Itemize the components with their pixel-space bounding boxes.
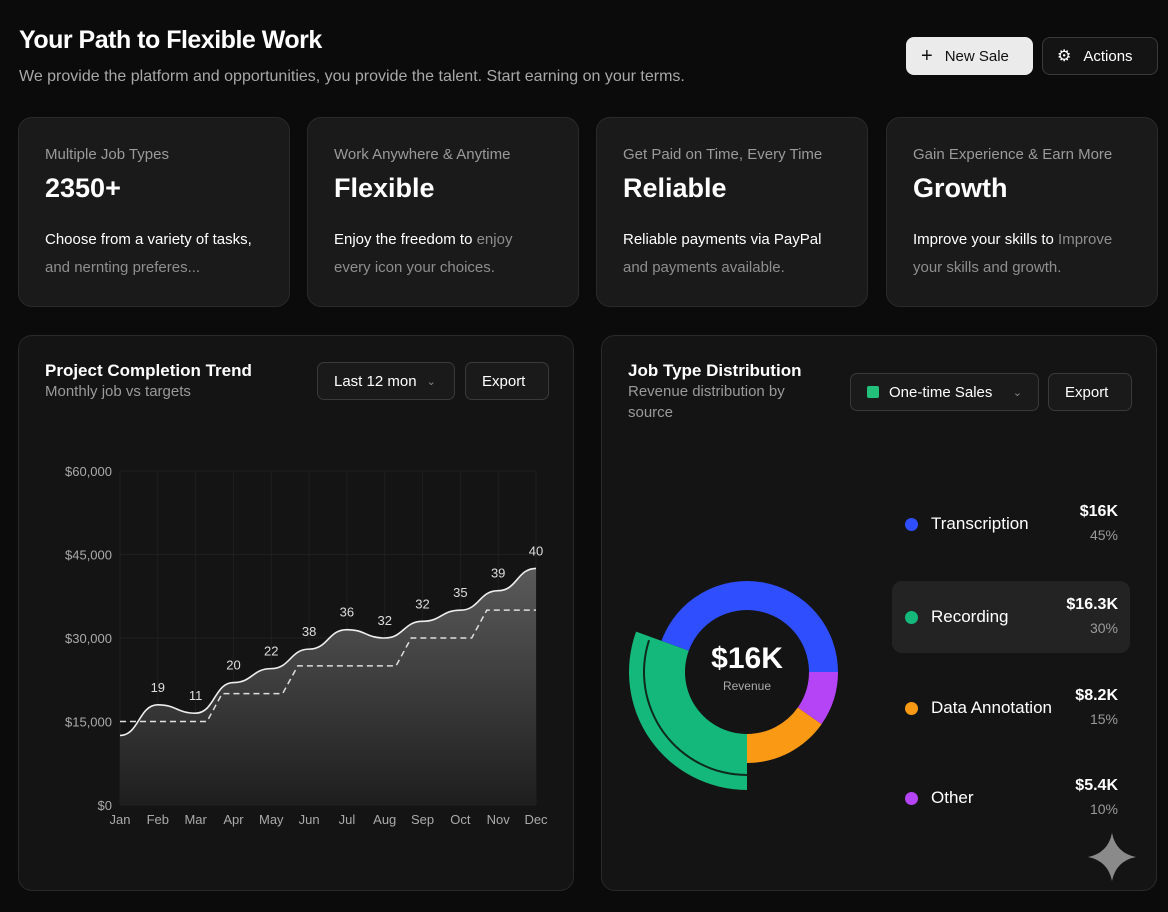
filter-color-swatch bbox=[867, 386, 879, 398]
sales-filter-dropdown[interactable]: One-time Sales ⌄ bbox=[850, 373, 1039, 411]
trend-subtitle: Monthly job vs targets bbox=[45, 383, 191, 400]
legend-name: Recording bbox=[931, 607, 1009, 626]
card-value: Growth bbox=[913, 173, 1008, 203]
feature-card: Get Paid on Time, Every Time Reliable Re… bbox=[596, 117, 868, 307]
legend-item[interactable]: Other $5.4K 10% bbox=[892, 762, 1130, 834]
donut-slice-other bbox=[797, 672, 838, 725]
desc-muted: enjoy every icon your choices. bbox=[334, 231, 513, 276]
desc-muted: and nernting preferes... bbox=[45, 259, 201, 276]
new-sale-button[interactable]: + New Sale bbox=[906, 37, 1033, 75]
donut-slice-transcription bbox=[661, 581, 838, 672]
desc-strong: Reliable payments via PayPal bbox=[623, 231, 822, 248]
actions-button[interactable]: ⚙ Actions bbox=[1042, 37, 1158, 75]
donut-slice-data-annotation bbox=[747, 707, 822, 763]
donut-chart: $16K Revenue bbox=[629, 581, 838, 790]
filter-label: One-time Sales bbox=[889, 383, 993, 401]
legend-name: Data Annotation bbox=[931, 698, 1052, 717]
distribution-title: Job Type Distribution bbox=[628, 361, 802, 380]
sparkle-icon bbox=[1088, 833, 1136, 881]
legend-value: $16K bbox=[1079, 503, 1118, 520]
legend-dot bbox=[905, 792, 918, 805]
legend-name: Transcription bbox=[931, 514, 1029, 533]
chevron-down-icon: ⌄ bbox=[1012, 386, 1022, 399]
desc-muted: Improve your skills and growth. bbox=[913, 231, 1113, 276]
legend-item[interactable]: Data Annotation $8.2K 15% bbox=[892, 672, 1130, 744]
legend-name: Other bbox=[931, 788, 974, 807]
card-description: Reliable payments via PayPal and payment… bbox=[623, 226, 841, 282]
legend-dot bbox=[905, 518, 918, 531]
legend-percent: 45% bbox=[1089, 527, 1118, 543]
donut-center-value: $16K bbox=[711, 642, 783, 675]
range-label: Last 12 mon bbox=[334, 372, 417, 390]
card-label: Multiple Job Types bbox=[45, 146, 169, 163]
donut-center-label: Revenue bbox=[723, 679, 771, 693]
legend-value: $5.4K bbox=[1075, 777, 1118, 794]
page-title: Your Path to Flexible Work bbox=[19, 26, 322, 54]
legend-dot bbox=[905, 702, 918, 715]
page-subtitle: We provide the platform and opportunitie… bbox=[19, 68, 685, 85]
trend-title: Project Completion Trend bbox=[45, 361, 252, 380]
donut-slice-recording bbox=[629, 631, 747, 790]
card-label: Get Paid on Time, Every Time bbox=[623, 146, 823, 163]
card-description: Enjoy the freedom to enjoy every icon yo… bbox=[334, 226, 552, 282]
legend-percent: 30% bbox=[1089, 620, 1118, 636]
card-value: 2350+ bbox=[45, 173, 121, 203]
legend-dot bbox=[905, 611, 918, 624]
card-description: Choose from a variety of tasks, and nern… bbox=[45, 226, 263, 282]
legend-value: $8.2K bbox=[1075, 687, 1118, 704]
distribution-subtitle: Revenue distribution by source bbox=[628, 383, 785, 421]
desc-strong: Choose from a variety of tasks, bbox=[45, 231, 252, 248]
card-description: Improve your skills to Improve your skil… bbox=[913, 226, 1131, 282]
distribution-export-button[interactable]: Export bbox=[1048, 373, 1132, 411]
export-label: Export bbox=[1065, 383, 1109, 401]
gear-icon: ⚙ bbox=[1057, 48, 1072, 65]
card-value: Flexible bbox=[334, 173, 435, 203]
card-value: Reliable bbox=[623, 173, 727, 203]
actions-label: Actions bbox=[1083, 47, 1133, 65]
card-label: Gain Experience & Earn More bbox=[913, 146, 1113, 163]
feature-card: Gain Experience & Earn More Growth Impro… bbox=[886, 117, 1158, 307]
chevron-down-icon: ⌄ bbox=[426, 375, 436, 388]
plus-icon: + bbox=[921, 44, 933, 67]
new-sale-label: New Sale bbox=[944, 47, 1009, 65]
feature-card: Work Anywhere & Anytime Flexible Enjoy t… bbox=[307, 117, 579, 307]
desc-muted: and payments available. bbox=[623, 259, 785, 276]
range-dropdown[interactable]: Last 12 mon ⌄ bbox=[317, 362, 455, 400]
trend-export-button[interactable]: Export bbox=[465, 362, 549, 400]
card-label: Work Anywhere & Anytime bbox=[334, 146, 511, 163]
feature-card: Multiple Job Types 2350+ Choose from a v… bbox=[18, 117, 290, 307]
legend-item[interactable]: Recording $16.3K 30% bbox=[892, 581, 1130, 653]
legend-value: $16.3K bbox=[1066, 596, 1118, 613]
trend-panel: Project Completion Trend Monthly job vs … bbox=[18, 335, 574, 891]
desc-strong: Improve your skills to bbox=[913, 231, 1054, 248]
legend-percent: 10% bbox=[1089, 801, 1118, 817]
desc-strong: Enjoy the freedom to bbox=[334, 231, 473, 248]
legend-item[interactable]: Transcription $16K 45% bbox=[892, 488, 1130, 560]
export-label: Export bbox=[482, 372, 526, 390]
legend-percent: 15% bbox=[1089, 711, 1118, 727]
